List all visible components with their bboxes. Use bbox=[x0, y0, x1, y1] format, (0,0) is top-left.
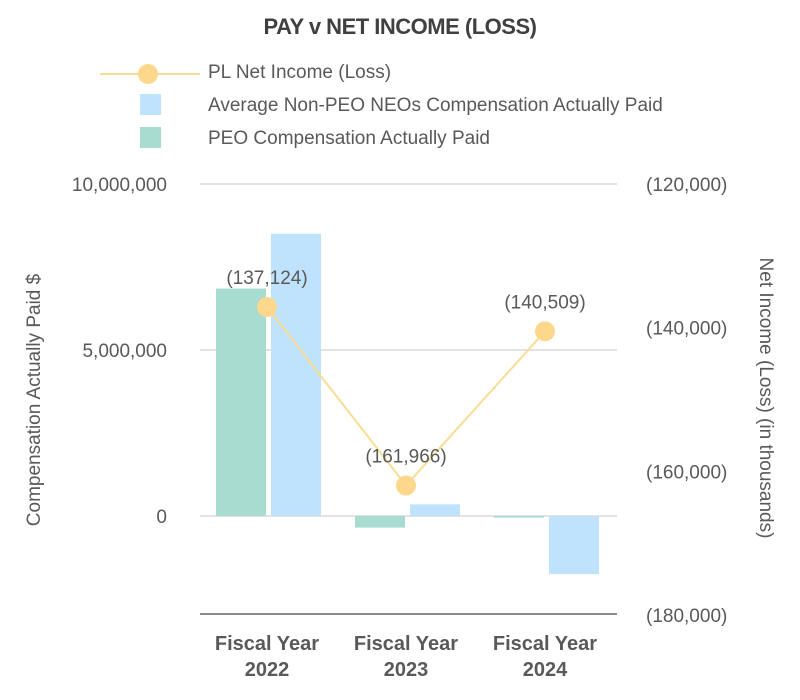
x-tick-label: Fiscal Year bbox=[493, 633, 597, 655]
x-tick-label: 2022 bbox=[245, 659, 290, 681]
bar-peo bbox=[494, 516, 544, 518]
data-label: (140,509) bbox=[504, 292, 585, 313]
chart-title: PAY v NET INCOME (LOSS) bbox=[263, 14, 537, 39]
bar-neo bbox=[410, 504, 460, 516]
y2-tick-label: (180,000) bbox=[646, 606, 727, 627]
x-tick-label: 2023 bbox=[384, 659, 429, 681]
legend-label-neo: Average Non-PEO NEOs Compensation Actual… bbox=[208, 95, 663, 116]
x-tick-label: 2024 bbox=[523, 659, 568, 681]
bar-peo bbox=[216, 288, 266, 516]
net-income-point bbox=[396, 475, 416, 496]
x-tick-label: Fiscal Year bbox=[354, 633, 458, 655]
bar-neo bbox=[271, 233, 321, 517]
x-tick-label: Fiscal Year bbox=[215, 633, 319, 655]
bar-peo bbox=[355, 516, 405, 528]
y2-tick-label: (160,000) bbox=[646, 462, 727, 483]
net-income-point bbox=[257, 297, 277, 318]
bar-neo bbox=[549, 516, 599, 575]
y2-axis-title: Net Income (Loss) (in thousands) bbox=[755, 258, 776, 539]
y-tick-label: 0 bbox=[156, 507, 167, 528]
legend-label-peo: PEO Compensation Actually Paid bbox=[208, 128, 490, 149]
legend-peo-swatch bbox=[140, 127, 161, 148]
y2-tick-label: (140,000) bbox=[646, 319, 727, 340]
data-label: (161,966) bbox=[365, 446, 446, 467]
y-tick-label: 10,000,000 bbox=[72, 175, 167, 196]
data-label: (137,124) bbox=[226, 268, 307, 289]
y-tick-label: 5,000,000 bbox=[82, 341, 167, 362]
net-income-point bbox=[535, 321, 555, 342]
legend-neo-swatch bbox=[140, 94, 161, 115]
y2-tick-label: (120,000) bbox=[646, 175, 727, 196]
legend-marker-swatch bbox=[138, 64, 158, 84]
y-axis-title: Compensation Actually Paid $ bbox=[24, 273, 45, 526]
legend-label-net-income: PL Net Income (Loss) bbox=[208, 62, 392, 83]
